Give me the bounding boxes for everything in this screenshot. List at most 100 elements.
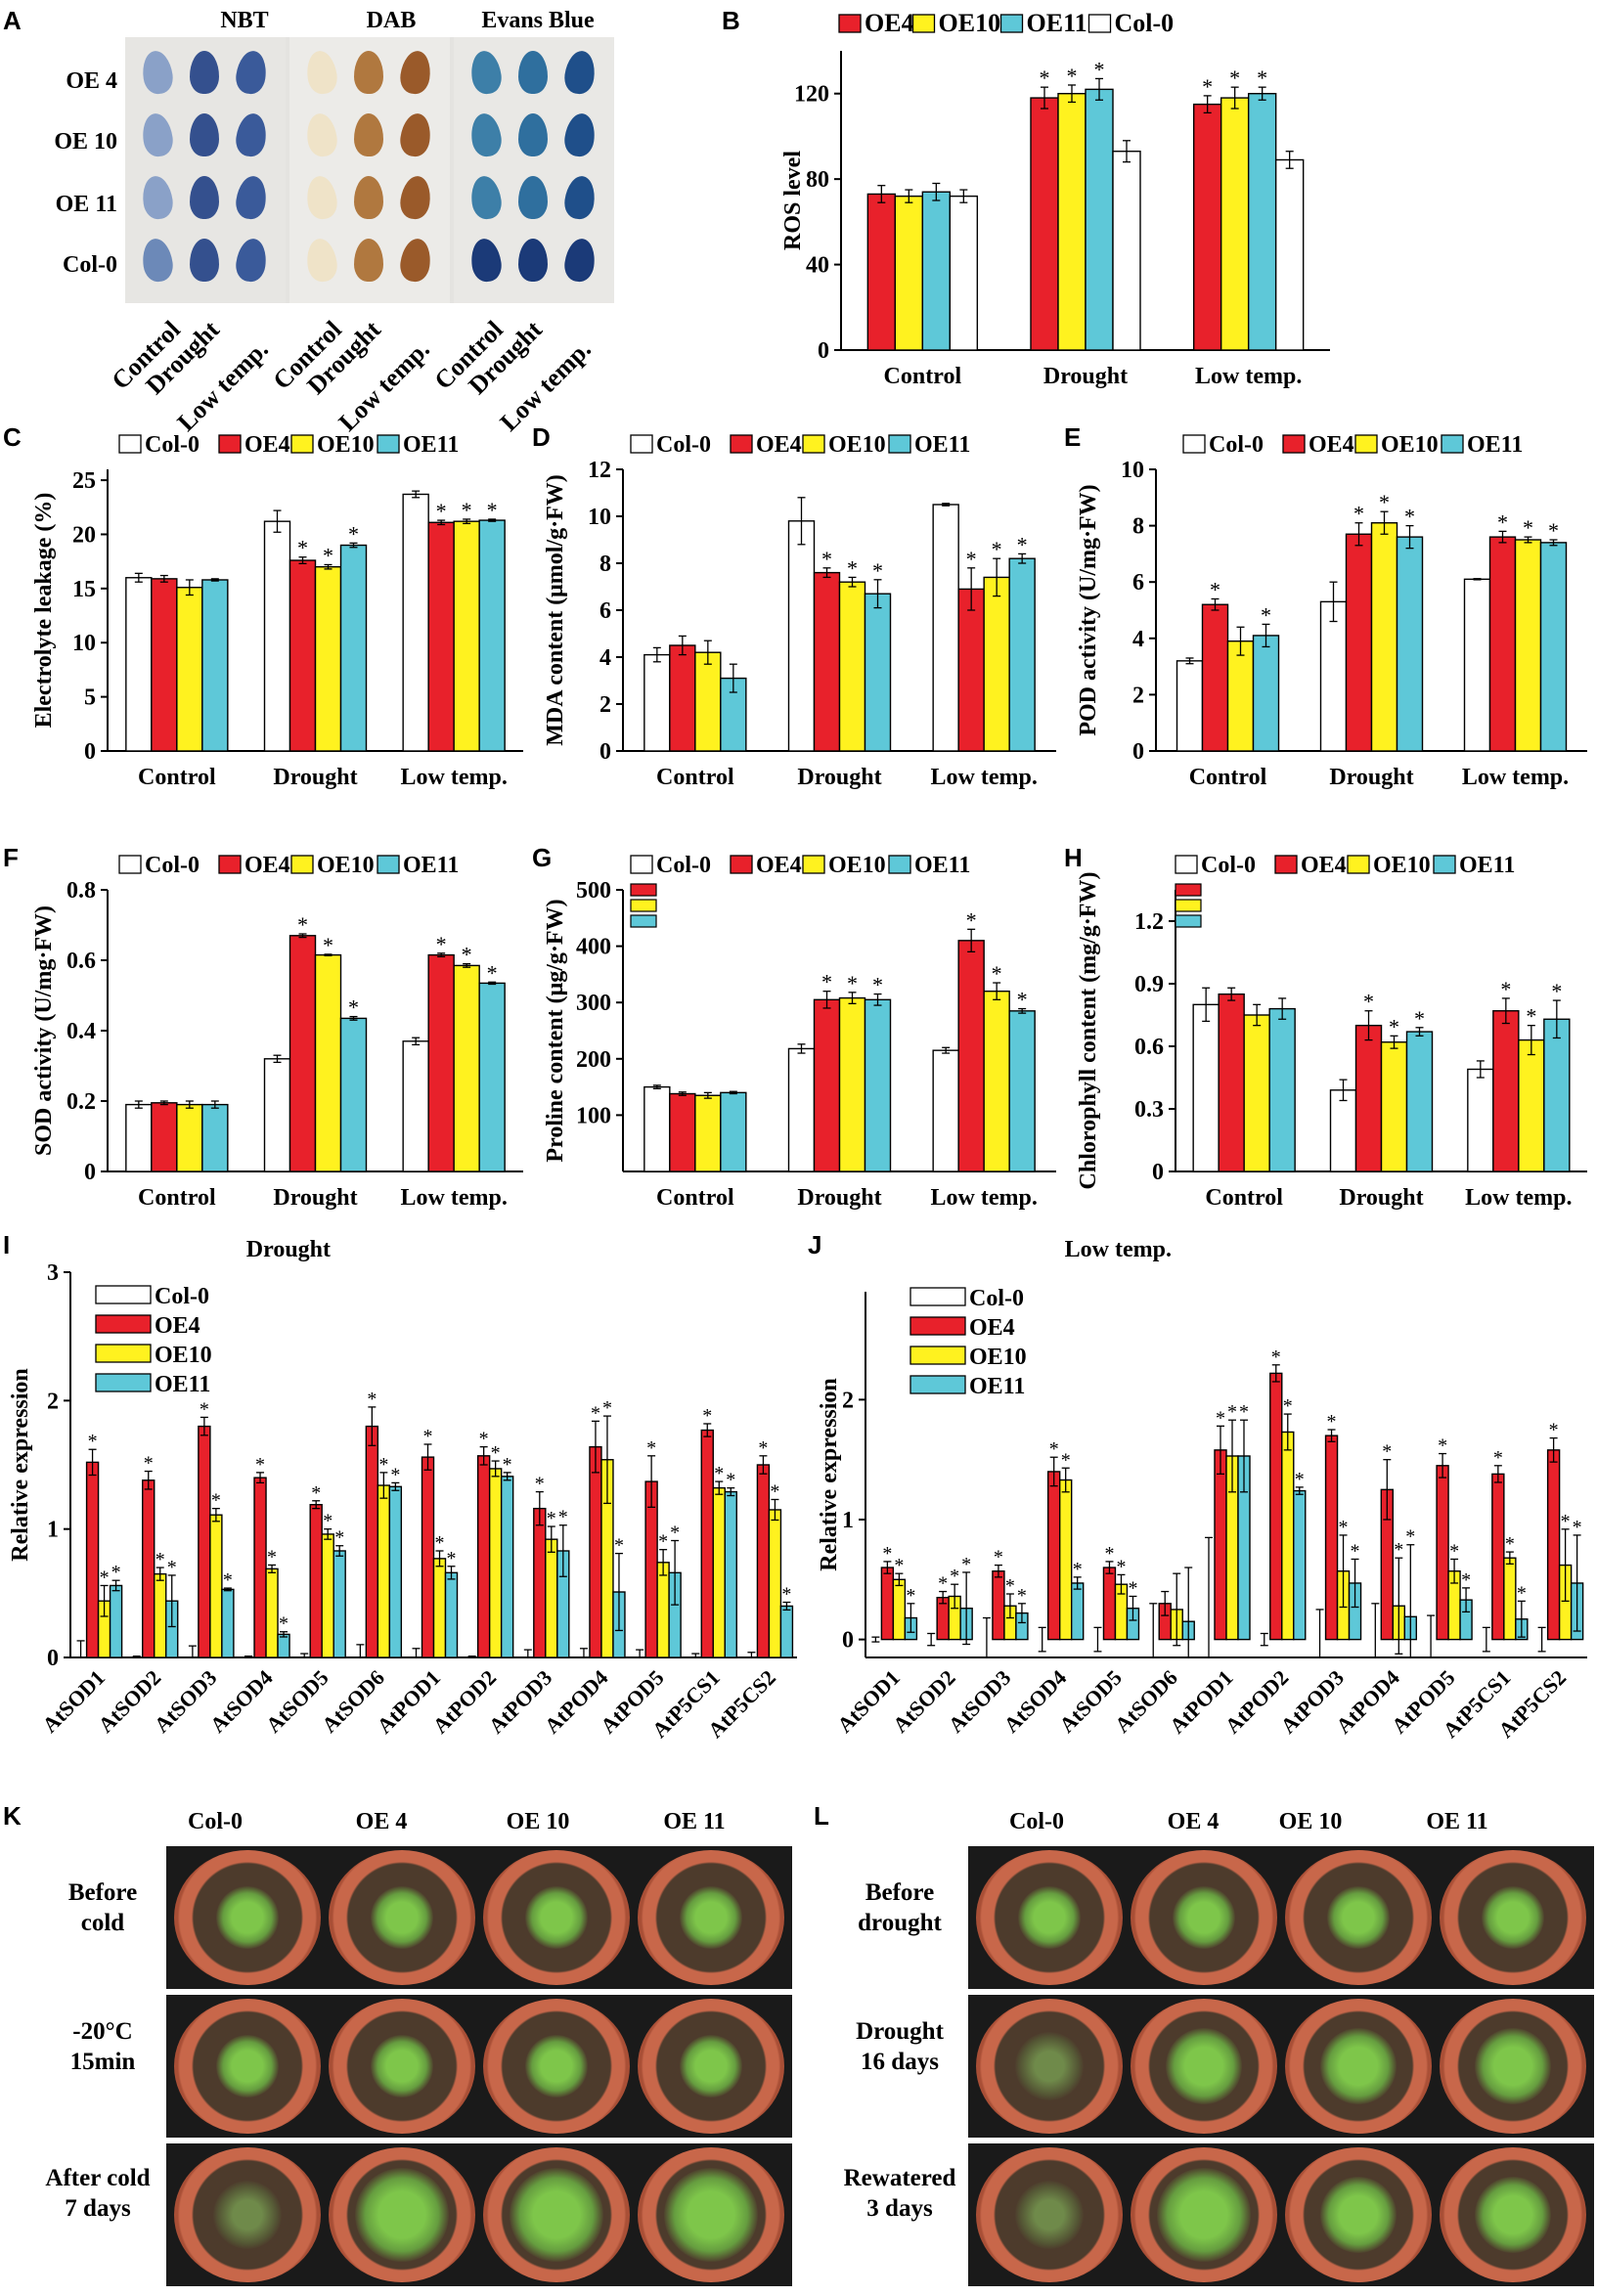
panel-label-c: C bbox=[3, 422, 22, 452]
significance-star: * bbox=[487, 960, 498, 985]
y-tick-label: 120 bbox=[794, 82, 829, 108]
staining-photo bbox=[125, 37, 614, 303]
significance-star: * bbox=[1461, 1569, 1471, 1591]
bar bbox=[1467, 1068, 1494, 1172]
bar bbox=[314, 953, 342, 1172]
y-tick-label: 0 bbox=[842, 1628, 854, 1654]
significance-star: * bbox=[88, 1431, 98, 1452]
bar bbox=[864, 593, 892, 752]
y-tick-label: 0.6 bbox=[1134, 1035, 1164, 1060]
significance-star: * bbox=[1438, 1435, 1447, 1457]
significance-star: * bbox=[111, 1562, 121, 1583]
bar bbox=[779, 1605, 794, 1658]
legend-swatch bbox=[730, 855, 753, 874]
bar bbox=[1543, 1018, 1571, 1172]
bar bbox=[109, 1584, 123, 1658]
chart-f-sod-activity: 0 0.2 0.4 0.6 0.8 SOD activity (U/mg·FW) Contr… bbox=[31, 853, 523, 1211]
bar bbox=[151, 1102, 178, 1172]
y-tick-label: 0.8 bbox=[67, 878, 96, 904]
bar bbox=[1319, 600, 1348, 752]
y-axis-label: MDA content (μmol/g·FW) bbox=[543, 474, 568, 746]
legend-swatch bbox=[95, 1285, 152, 1304]
col-label: OE 4 bbox=[355, 1809, 408, 1834]
legend-swatch bbox=[377, 434, 400, 454]
bar bbox=[488, 1468, 503, 1658]
significance-star: * bbox=[847, 971, 858, 995]
bar bbox=[1324, 1435, 1339, 1641]
bar bbox=[1370, 522, 1398, 752]
bar bbox=[983, 990, 1010, 1172]
col-label: OE 11 bbox=[1426, 1809, 1488, 1834]
legend-swatch bbox=[1347, 855, 1370, 874]
bar bbox=[787, 520, 816, 752]
legend-swatch bbox=[888, 434, 911, 454]
bar bbox=[644, 1480, 658, 1658]
legend-label: OE11 bbox=[403, 432, 459, 458]
legend-label: OE4 bbox=[244, 853, 290, 878]
y-tick-label: 5 bbox=[84, 685, 96, 711]
bar bbox=[813, 998, 841, 1172]
y-tick-label: 0 bbox=[1152, 1160, 1164, 1185]
significance-star: * bbox=[255, 1454, 265, 1476]
legend-swatch bbox=[999, 14, 1024, 33]
bar bbox=[838, 996, 866, 1172]
significance-star: * bbox=[1210, 577, 1220, 601]
legend-swatch bbox=[118, 855, 142, 874]
significance-star: * bbox=[155, 1549, 165, 1570]
significance-star: * bbox=[758, 1437, 768, 1459]
bar bbox=[1201, 603, 1229, 752]
bar bbox=[377, 1484, 391, 1658]
y-tick-label: 12 bbox=[588, 458, 611, 483]
bar bbox=[1243, 1014, 1270, 1172]
significance-star: * bbox=[938, 1573, 948, 1595]
legend-swatch bbox=[909, 1346, 966, 1365]
bar bbox=[1293, 1489, 1307, 1641]
legend-label: OE11 bbox=[1027, 9, 1087, 37]
bar bbox=[453, 964, 480, 1172]
y-tick-label: 6 bbox=[1132, 570, 1144, 596]
legend-swatch bbox=[909, 1316, 966, 1336]
bar bbox=[756, 1464, 771, 1658]
bar bbox=[1058, 1479, 1073, 1641]
legend-label: OE10 bbox=[317, 432, 375, 458]
significance-star: * bbox=[323, 1511, 333, 1532]
bar bbox=[209, 1514, 223, 1658]
significance-star: * bbox=[726, 1470, 735, 1491]
significance-star: * bbox=[602, 1397, 612, 1419]
significance-star: * bbox=[1005, 1575, 1015, 1597]
bar bbox=[589, 1445, 602, 1658]
significance-star: * bbox=[1449, 1540, 1459, 1562]
significance-star: * bbox=[200, 1398, 209, 1420]
stained-leaf bbox=[354, 176, 383, 219]
seedling-cluster bbox=[371, 2035, 433, 2097]
legend-label: Col-0 bbox=[1115, 9, 1175, 37]
bar bbox=[1514, 539, 1542, 752]
significance-star: * bbox=[558, 1507, 568, 1528]
significance-star: * bbox=[479, 1429, 489, 1450]
y-tick-label: 4 bbox=[599, 645, 611, 671]
significance-star: * bbox=[1227, 1401, 1237, 1423]
y-tick-label: 300 bbox=[576, 991, 611, 1016]
bar bbox=[656, 1562, 670, 1658]
bar bbox=[1046, 1471, 1061, 1641]
legend-swatch bbox=[218, 434, 242, 454]
panel-label-b: B bbox=[722, 6, 740, 35]
panel-l-drought-phenotype: Col-0 OE 4 OE 10 OE 11 Before drought Dro… bbox=[812, 1799, 1597, 2296]
y-tick-label: 0.3 bbox=[1134, 1097, 1164, 1123]
significance-star: * bbox=[1239, 1401, 1249, 1423]
seedling-cluster bbox=[1475, 2028, 1551, 2104]
significance-star: * bbox=[1353, 502, 1364, 526]
stained-leaf bbox=[518, 113, 548, 156]
legend-swatch bbox=[730, 434, 753, 454]
chart-e-pod-activity: 0 2 4 6 8 10 POD activity (U/mg·FW) * * Control * *… bbox=[1076, 432, 1587, 790]
y-tick-label: 0 bbox=[84, 739, 96, 765]
significance-star: * bbox=[1017, 532, 1028, 556]
significance-star: * bbox=[1327, 1411, 1337, 1433]
row-label: Before drought bbox=[858, 1879, 942, 1937]
seedling-cluster bbox=[213, 2181, 282, 2249]
bar bbox=[478, 982, 506, 1172]
y-tick-label: 25 bbox=[72, 468, 96, 494]
bar bbox=[288, 935, 317, 1172]
y-tick-label: 0 bbox=[818, 338, 829, 364]
y-axis-label: Relative expression bbox=[8, 1368, 33, 1562]
